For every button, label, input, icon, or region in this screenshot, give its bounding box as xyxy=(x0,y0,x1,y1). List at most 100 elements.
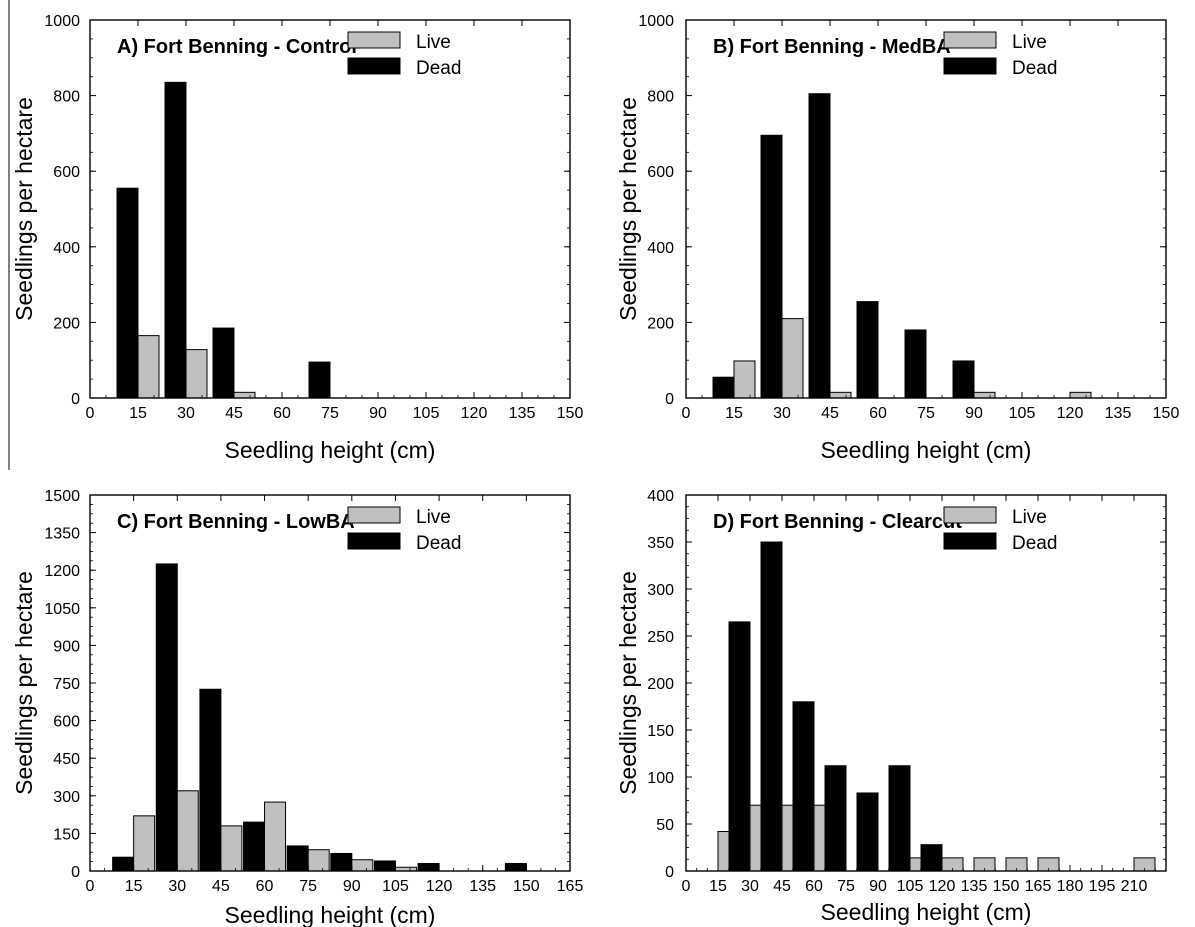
x-tick-label: 120 xyxy=(929,878,956,895)
y-tick-label: 400 xyxy=(647,488,674,505)
x-tick-label: 75 xyxy=(321,405,339,422)
y-tick-label: 1000 xyxy=(44,13,80,30)
x-tick-label: 120 xyxy=(1057,405,1084,422)
legend-label-live: Live xyxy=(416,507,451,528)
legend-label-live: Live xyxy=(1012,32,1047,53)
x-tick-label: 150 xyxy=(1153,405,1180,422)
x-tick-label: 90 xyxy=(869,878,887,895)
bar-dead-60 xyxy=(792,701,815,872)
x-tick-label: 15 xyxy=(725,405,743,422)
x-tick-label: 105 xyxy=(897,878,924,895)
chart-panel-2: 0 15 30 45 60 75 90 105 120 135 150 0 200 400 600 800 10… xyxy=(615,13,1179,463)
bar-live-45 xyxy=(829,391,852,399)
legend-label-dead: Dead xyxy=(416,58,461,79)
bar-dead-45 xyxy=(212,327,235,399)
x-tick-label: 165 xyxy=(557,878,584,895)
bar-dead-15 xyxy=(112,856,135,872)
legend-swatch-live xyxy=(347,506,401,524)
x-tick-label: 195 xyxy=(1089,878,1116,895)
y-tick-label: 750 xyxy=(53,676,80,693)
legend-label-dead: Dead xyxy=(416,533,461,554)
y-tick-label: 400 xyxy=(647,240,674,257)
legend-label-dead: Dead xyxy=(1012,58,1057,79)
bar-live-30 xyxy=(185,349,208,399)
chart-panel-3: 0 15 30 45 60 75 90 105 120 135 150 165 0 150 300 450 60… xyxy=(11,488,583,927)
y-tick-label: 0 xyxy=(71,391,80,408)
y-tick-label: 400 xyxy=(53,240,80,257)
chart-title: C) Fort Benning - LowBA xyxy=(117,511,355,533)
x-tick-label: 15 xyxy=(709,878,727,895)
legend-swatch-dead xyxy=(943,532,997,550)
bar-dead-45 xyxy=(199,688,222,872)
x-tick-label: 75 xyxy=(299,878,317,895)
y-axis-label: Seedlings per hectare xyxy=(11,97,37,321)
y-tick-label: 350 xyxy=(647,535,674,552)
x-tick-label: 45 xyxy=(212,878,230,895)
bar-dead-75 xyxy=(286,845,309,872)
chart-title: A) Fort Benning - Control xyxy=(117,36,357,58)
y-tick-label: 0 xyxy=(665,391,674,408)
y-tick-label: 600 xyxy=(647,164,674,181)
x-axis-label: Seedling height (cm) xyxy=(821,899,1032,925)
bar-dead-30 xyxy=(155,563,178,872)
bar-dead-90 xyxy=(330,852,353,872)
bar-dead-30 xyxy=(728,621,751,872)
legend-label-live: Live xyxy=(416,32,451,53)
legend-swatch-dead xyxy=(347,532,401,550)
bar-dead-30 xyxy=(164,81,187,399)
bar-dead-60 xyxy=(243,821,266,872)
y-tick-label: 1350 xyxy=(44,526,80,543)
y-axis-label: Seedlings per hectare xyxy=(615,571,641,795)
y-tick-label: 1050 xyxy=(44,601,80,618)
bar-live-60 xyxy=(264,801,287,872)
y-tick-label: 150 xyxy=(53,826,80,843)
x-tick-label: 0 xyxy=(682,878,691,895)
x-tick-label: 75 xyxy=(917,405,935,422)
x-tick-label: 45 xyxy=(225,405,243,422)
x-tick-label: 135 xyxy=(469,878,496,895)
x-tick-label: 60 xyxy=(273,405,291,422)
x-tick-label: 75 xyxy=(837,878,855,895)
x-tick-label: 0 xyxy=(682,405,691,422)
x-tick-label: 165 xyxy=(1025,878,1052,895)
x-tick-label: 135 xyxy=(1105,405,1132,422)
x-axis-label: Seedling height (cm) xyxy=(821,437,1032,463)
y-tick-label: 0 xyxy=(71,864,80,881)
x-tick-label: 15 xyxy=(129,405,147,422)
x-tick-label: 150 xyxy=(993,878,1020,895)
x-tick-label: 60 xyxy=(869,405,887,422)
y-axis-label: Seedlings per hectare xyxy=(11,571,37,795)
x-axis-label: Seedling height (cm) xyxy=(225,437,436,463)
bar-live-15 xyxy=(133,815,156,872)
legend-swatch-live xyxy=(347,31,401,49)
x-tick-label: 90 xyxy=(369,405,387,422)
bar-dead-45 xyxy=(808,93,831,399)
bar-dead-60 xyxy=(856,301,879,399)
x-tick-label: 150 xyxy=(513,878,540,895)
x-tick-label: 60 xyxy=(805,878,823,895)
bar-dead-75 xyxy=(904,329,927,399)
bar-dead-120 xyxy=(417,862,440,872)
chart-panel-1: 0 15 30 45 60 75 90 105 120 135 150 0 200 400 600 800 10… xyxy=(11,13,583,463)
x-tick-label: 120 xyxy=(426,878,453,895)
legend-swatch-dead xyxy=(943,57,997,75)
y-tick-label: 1200 xyxy=(44,563,80,580)
bar-dead-105 xyxy=(373,860,396,872)
y-tick-label: 200 xyxy=(647,315,674,332)
y-tick-label: 1000 xyxy=(638,13,674,30)
legend-swatch-live xyxy=(943,31,997,49)
bar-dead-15 xyxy=(712,376,735,399)
bar-live-15 xyxy=(733,360,756,399)
y-tick-label: 600 xyxy=(53,714,80,731)
y-tick-label: 600 xyxy=(53,164,80,181)
x-tick-label: 15 xyxy=(125,878,143,895)
bar-dead-120 xyxy=(920,844,943,872)
x-tick-label: 30 xyxy=(168,878,186,895)
bar-live-75 xyxy=(307,849,330,872)
bar-dead-75 xyxy=(308,361,331,399)
x-tick-label: 60 xyxy=(256,878,274,895)
bar-dead-105 xyxy=(888,765,911,872)
y-tick-label: 450 xyxy=(53,751,80,768)
y-tick-label: 200 xyxy=(647,676,674,693)
y-tick-label: 250 xyxy=(647,629,674,646)
